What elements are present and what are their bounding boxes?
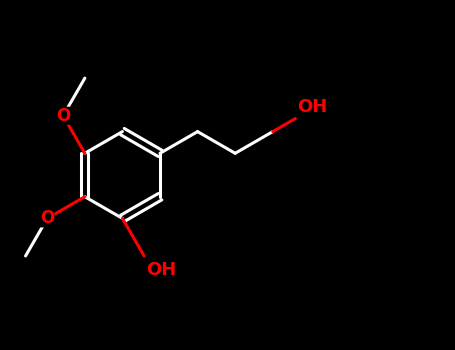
Text: OH: OH xyxy=(298,98,328,116)
Text: O: O xyxy=(40,209,54,228)
Text: O: O xyxy=(56,107,70,125)
Text: OH: OH xyxy=(147,260,177,279)
